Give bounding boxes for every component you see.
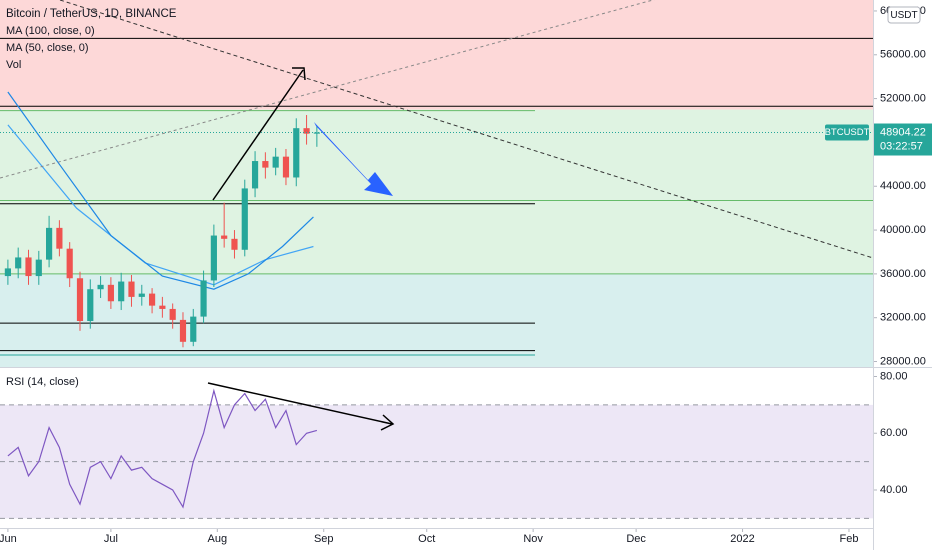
y-tick-label: 44000.00 (880, 180, 926, 192)
candle-body (87, 289, 94, 321)
trend-line (0, 0, 655, 179)
candle-body (190, 316, 197, 342)
x-tick-label: Jun (0, 533, 17, 545)
candle-body (241, 188, 248, 250)
candle-body (313, 132, 320, 134)
candle-body (293, 128, 300, 178)
candle-body (35, 259, 42, 277)
price-pane (0, 0, 873, 367)
zone (0, 109, 873, 274)
price-tag (874, 123, 932, 156)
legend-entry: MA (50, close, 0) (6, 42, 89, 54)
symbol: BTCUSDT (825, 127, 870, 138)
x-tick-label: Dec (626, 533, 646, 545)
candle-body (4, 268, 11, 277)
candle-body (179, 319, 187, 342)
candle-body (210, 235, 217, 281)
candle-body (66, 248, 73, 279)
candle-body (118, 281, 125, 302)
y-tick-label: 40.00 (880, 484, 908, 496)
x-tick-label: Aug (208, 533, 228, 545)
candle-body (262, 161, 269, 168)
y-tick-label: 80.00 (880, 370, 908, 382)
y-tick-label: 40000.00 (880, 224, 926, 236)
candle-body (169, 308, 176, 320)
y-tick-label: 36000.00 (880, 268, 926, 280)
candle-body (221, 235, 228, 239)
x-tick-label: Jul (104, 533, 118, 545)
trend-line (59, 0, 873, 259)
zone (0, 0, 873, 110)
drawings (0, 0, 873, 259)
legend-entry: MA (100, close, 0) (6, 25, 95, 37)
x-tick-label: Sep (314, 533, 334, 545)
candle-body (46, 227, 53, 260)
currency-button[interactable] (887, 6, 921, 24)
countdown: 03:22:57 (880, 140, 923, 152)
moving-average (7, 124, 314, 286)
candle-body (25, 257, 32, 277)
candle-body (56, 227, 63, 249)
candle-body (159, 305, 166, 309)
rsi-pane (0, 388, 873, 519)
candle-body (107, 284, 114, 302)
rsi-drawing (207, 382, 395, 431)
candle-body (148, 293, 156, 306)
y-tick-label: 52000.00 (880, 93, 926, 105)
arrow (314, 122, 393, 196)
y-tick-label: 56000.00 (880, 49, 926, 61)
candle-body (303, 128, 310, 134)
moving-average (7, 91, 314, 290)
chart-title: Bitcoin / TetherUS, 1D, BINANCE (6, 8, 177, 20)
candle-body (15, 257, 22, 269)
legend-entry: Vol (6, 59, 21, 71)
legend-entry: RSI (14, close) (6, 376, 79, 388)
y-tick-label: 60.00 (880, 427, 908, 439)
x-tick-label: 2022 (730, 533, 754, 545)
candle-body (128, 281, 135, 297)
zone (0, 273, 873, 367)
arrow-head (292, 67, 306, 81)
last-price: 48904.22 (880, 126, 926, 138)
x-tick-label: Nov (523, 533, 543, 545)
arrow (212, 69, 304, 201)
candle-body (138, 293, 145, 297)
arrow-head (380, 414, 395, 431)
candle-body (272, 156, 279, 168)
candle-body (97, 284, 104, 290)
candle-body (251, 161, 259, 189)
arrow (207, 382, 393, 425)
candle-body (200, 280, 207, 317)
x-tick-label: Feb (839, 533, 858, 545)
symbol-tag (825, 124, 869, 141)
candle-body (76, 278, 84, 321)
x-tick-label: Oct (418, 533, 435, 545)
candle-body (282, 156, 290, 178)
y-tick-label: 32000.00 (880, 312, 926, 324)
currency[interactable]: USDT (890, 10, 917, 21)
y-tick-label: 28000.00 (880, 355, 926, 367)
rsi-line (7, 388, 318, 509)
candle-body (231, 238, 238, 250)
